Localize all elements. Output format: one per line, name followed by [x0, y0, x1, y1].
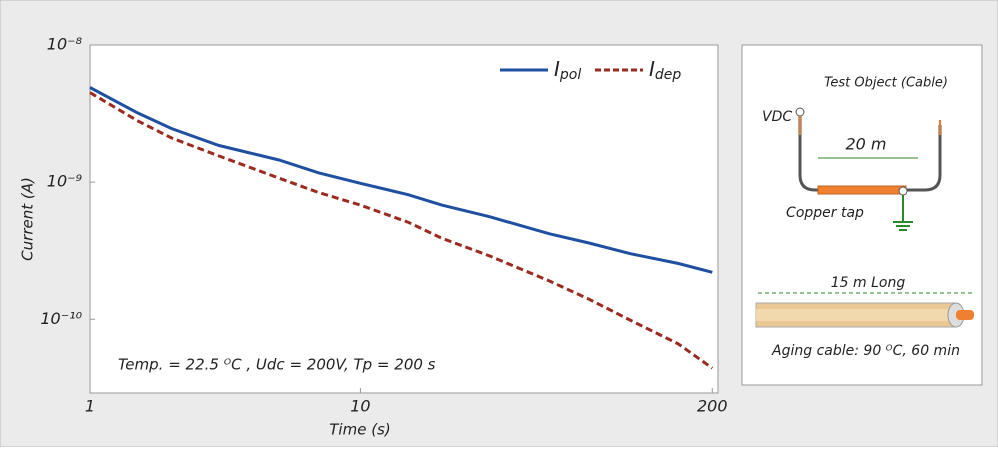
y-axis-label: Current (A): [19, 177, 37, 261]
legend-label: Ipol: [554, 57, 581, 84]
copper-tape: [817, 185, 907, 195]
tap-label: Copper tap: [786, 205, 864, 221]
source-label: VDC: [762, 109, 792, 125]
x-tick-label: 10: [350, 397, 370, 416]
y-tick-label: 10⁻⁸: [47, 35, 83, 54]
sample-length: 15 m Long: [831, 275, 906, 291]
series-line: [89, 86, 713, 274]
annotation: Temp. = 22.5 ᴼC , Udc = 200V, Tp = 200 s: [118, 356, 436, 374]
y-tick-label: 10⁻⁹: [47, 172, 83, 191]
diagram: Test Object (Cable) VDC 20 m Copper tap …: [741, 44, 983, 386]
y-tick-label: 10⁻¹⁰: [40, 309, 82, 328]
x-tick-label: 200: [697, 397, 728, 416]
aging-label: Aging cable: 90 ᴼC, 60 min: [771, 343, 960, 359]
legend-label: Idep: [649, 57, 681, 84]
x-tick-label: 1: [85, 397, 95, 416]
ground: [893, 195, 913, 231]
x-axis-label: Time (s): [329, 421, 390, 439]
insulation: [756, 309, 956, 321]
terminal: [898, 186, 908, 196]
diagram-title: Test Object (Cable): [824, 76, 948, 91]
terminal: [795, 107, 805, 117]
diagram-panel: [741, 44, 983, 386]
length-label: 20 m: [845, 135, 886, 154]
series-line: [89, 91, 714, 370]
plot-area: [89, 44, 719, 394]
conductor: [956, 310, 974, 320]
